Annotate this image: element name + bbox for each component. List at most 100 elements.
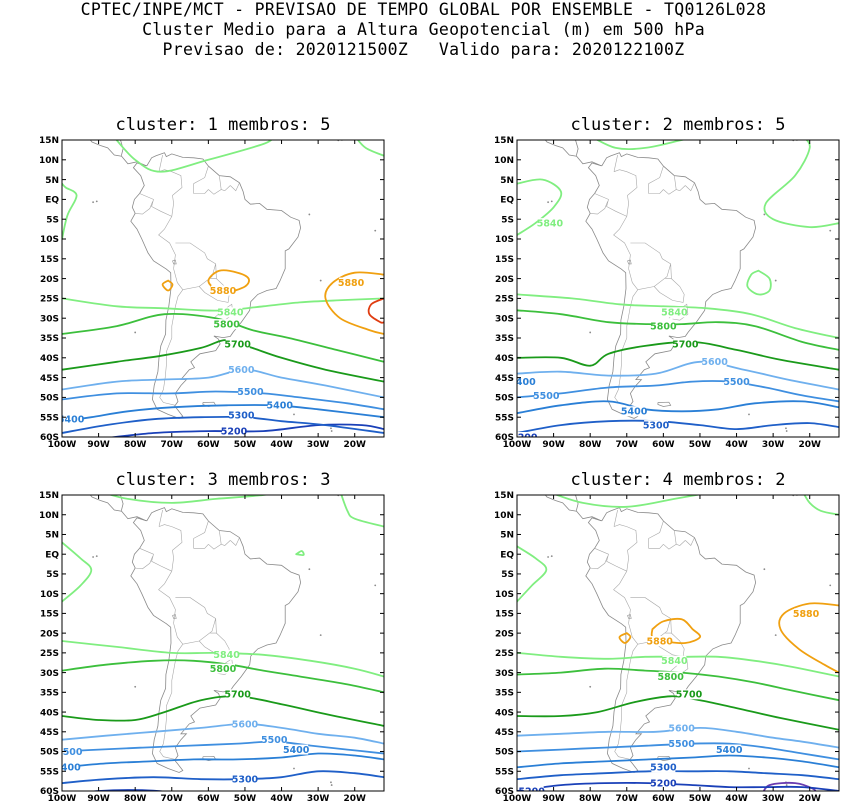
contour-5200-line	[87, 789, 168, 791]
lat-tick-label: 40S	[40, 708, 59, 718]
lon-tick-label: 30W	[307, 794, 330, 803]
contour-label: 5500	[261, 735, 288, 746]
lat-tick-label: 10N	[39, 511, 59, 521]
lat-tick-label: 60S	[40, 433, 59, 443]
lon-tick-label: 40W	[270, 440, 293, 450]
lat-tick-label: 10S	[40, 590, 59, 600]
contour-label: 5700	[224, 339, 251, 350]
contour-5400-line	[62, 404, 384, 423]
contour-label: 5840	[661, 656, 688, 667]
header-line-1: CPTEC/INPE/MCT - PREVISAO DE TEMPO GLOBA…	[80, 0, 767, 19]
lon-tick-label: 40W	[725, 794, 748, 803]
lat-tick-label: 50S	[40, 394, 59, 404]
contour-label: 5800	[650, 322, 677, 333]
lon-tick-label: 70W	[616, 794, 639, 803]
contour-5840-line	[62, 541, 93, 603]
panel-title: cluster: 1 membros: 5	[116, 115, 331, 135]
contour-label: 5300	[228, 411, 255, 422]
lat-tick-label: EQ	[500, 550, 514, 560]
contour-5840-line	[554, 495, 702, 508]
lat-tick-label: 25S	[40, 649, 59, 659]
lon-tick-label: 90W	[542, 794, 565, 803]
lat-tick-label: 40S	[40, 354, 59, 364]
contour-label: 5840	[217, 308, 244, 319]
contour-label: 5200	[221, 426, 248, 437]
contour-5920-line	[367, 297, 384, 324]
lat-tick-label: 15N	[494, 136, 514, 146]
contour-5700-line	[62, 695, 384, 727]
lat-tick-label: 30S	[495, 669, 514, 679]
contour-label: 5400	[58, 415, 85, 426]
lat-tick-label: 35S	[40, 334, 59, 344]
lat-tick-label: EQ	[500, 196, 514, 206]
contour-5200-line	[107, 423, 384, 437]
contour-5300-line	[62, 415, 384, 434]
lat-tick-label: 35S	[495, 689, 514, 699]
lon-tick-label: 20W	[344, 440, 367, 450]
map-frame	[516, 139, 840, 438]
lat-tick-label: 25S	[495, 295, 514, 305]
contour-5200-line	[517, 781, 839, 791]
lat-tick-label: 5S	[46, 570, 59, 580]
contour-5840-line	[115, 140, 273, 173]
contour-label: 5500	[56, 747, 83, 758]
contour-label: 5840	[661, 308, 688, 319]
lat-tick-label: 40S	[495, 708, 514, 718]
contour-5700-line	[517, 340, 839, 371]
contour-5880-line	[324, 271, 384, 335]
contour-label: 5400	[266, 401, 293, 412]
contour-5840-line	[517, 293, 839, 339]
lon-tick-label: 90W	[87, 440, 110, 450]
contour-5840-line	[595, 140, 686, 151]
contour-label: 5400	[621, 407, 648, 418]
lon-tick-label: 100W	[503, 440, 532, 450]
lat-tick-label: 50S	[40, 748, 59, 758]
contour-label: 5500	[237, 387, 264, 398]
contour-label: 5300	[650, 763, 677, 774]
lat-tick-label: 60S	[495, 433, 514, 443]
contour-label: 5200	[518, 786, 545, 797]
lat-tick-label: 10S	[40, 235, 59, 245]
contour-label: 5700	[676, 690, 703, 701]
lon-tick-label: 40W	[270, 794, 293, 803]
contour-5400-line	[517, 754, 839, 769]
contour-label: 5880	[646, 636, 673, 647]
lat-tick-label: 35S	[40, 689, 59, 699]
lon-tick-label: 60W	[652, 794, 675, 803]
contour-5840-line	[62, 640, 384, 678]
lat-tick-label: 30S	[40, 669, 59, 679]
lat-tick-label: 60S	[40, 787, 59, 797]
contour-label: 5600	[232, 719, 259, 730]
lat-tick-label: 50S	[495, 394, 514, 404]
contour-5300-line	[62, 770, 384, 784]
contour-5800-line	[517, 309, 839, 351]
lat-tick-label: 30S	[495, 314, 514, 324]
contour-5700-line	[517, 695, 839, 731]
contour-5840-line	[746, 269, 772, 296]
lat-tick-label: 55S	[495, 767, 514, 777]
lon-tick-label: 30W	[307, 440, 330, 450]
lat-tick-label: 5N	[45, 531, 59, 541]
lat-tick-label: 45S	[495, 374, 514, 384]
lat-tick-label: 15N	[39, 136, 59, 146]
contour-label: 5840	[537, 219, 564, 230]
panel-title: cluster: 4 membros: 2	[571, 470, 786, 490]
lat-tick-label: EQ	[45, 196, 59, 206]
contour-label: 5600	[668, 723, 695, 734]
contour-label: 5600	[701, 357, 728, 368]
lon-tick-label: 70W	[161, 794, 184, 803]
contour-label: 5200	[650, 779, 677, 790]
contour-label: 5800	[213, 320, 240, 331]
contour-label: 5200	[511, 432, 538, 443]
contour-5400-line	[62, 752, 384, 769]
lat-tick-label: 10N	[494, 511, 514, 521]
lon-tick-label: 60W	[652, 440, 675, 450]
lat-tick-label: 10S	[495, 235, 514, 245]
lat-tick-label: 25S	[40, 295, 59, 305]
contour-5600-line	[517, 360, 839, 391]
contour-label: 5880	[210, 286, 237, 297]
contour-label: 5600	[228, 365, 255, 376]
lon-tick-label: 50W	[689, 440, 712, 450]
contour-5300-line	[517, 419, 839, 434]
